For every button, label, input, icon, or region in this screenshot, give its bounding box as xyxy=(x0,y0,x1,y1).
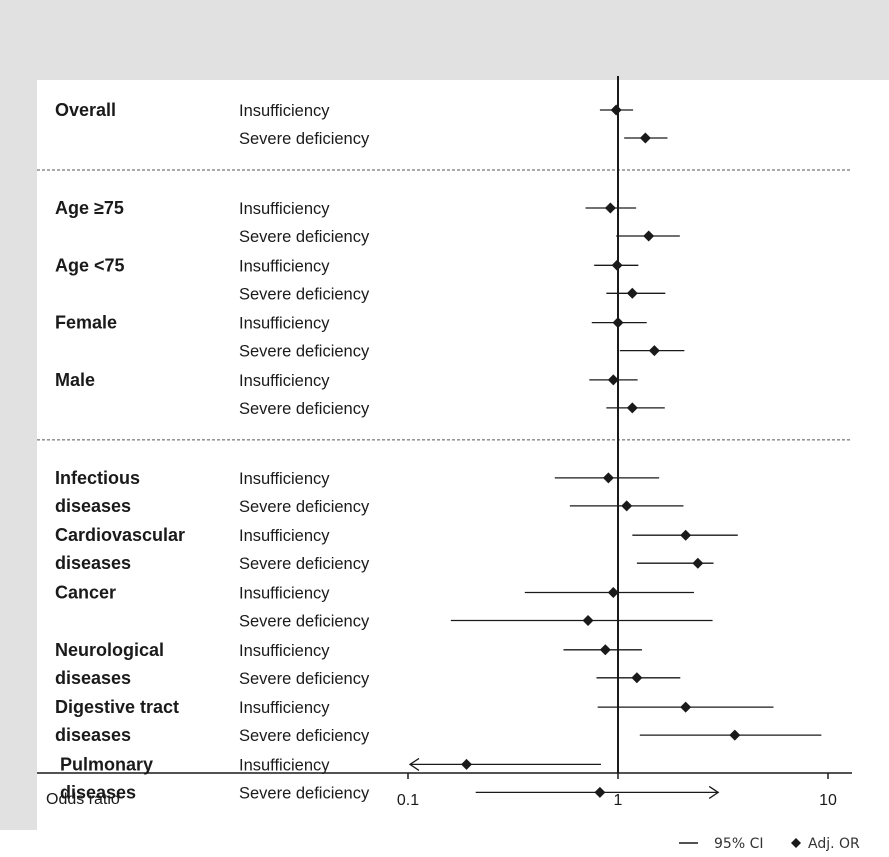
x-tick-label: 1 xyxy=(614,792,623,809)
level-label: Severe deficiency xyxy=(239,555,370,573)
level-label: Insufficiency xyxy=(239,200,330,218)
or-point xyxy=(582,615,594,626)
level-label: Insufficiency xyxy=(239,470,330,488)
level-label: Insufficiency xyxy=(239,102,330,120)
group-label: diseases xyxy=(55,725,131,745)
x-axis-title: Odds ratio xyxy=(46,791,120,808)
plot-panel xyxy=(37,80,889,830)
or-point xyxy=(631,672,643,684)
level-label: Insufficiency xyxy=(239,585,330,603)
or-point xyxy=(680,701,692,713)
group-label: Cancer xyxy=(55,583,116,603)
group-label: Digestive tract xyxy=(55,697,179,717)
or-point xyxy=(599,644,611,656)
or-point xyxy=(602,472,614,484)
group-label: Pulmonary xyxy=(60,754,153,774)
or-point xyxy=(607,374,619,386)
level-label: Insufficiency xyxy=(239,642,330,660)
level-label: Severe deficiency xyxy=(239,727,370,745)
level-label: Insufficiency xyxy=(239,315,330,333)
level-label: Insufficiency xyxy=(239,527,330,545)
plot-marks xyxy=(408,76,822,799)
group-label: Age ≥75 xyxy=(55,198,124,218)
group-label: Cardiovascular xyxy=(55,525,185,545)
level-label: Insufficiency xyxy=(239,372,330,390)
x-tick-label: 0.1 xyxy=(397,792,419,809)
row-labels: Overall Insufficiency Severe deficiency Age… xyxy=(55,100,370,802)
or-point xyxy=(611,259,623,271)
level-label: Severe deficiency xyxy=(239,228,370,246)
legend: 95% CI Adj. OR xyxy=(679,836,860,852)
level-label: Severe deficiency xyxy=(239,400,370,418)
level-label: Severe deficiency xyxy=(239,498,370,516)
or-point xyxy=(692,557,704,569)
or-point xyxy=(612,317,624,329)
level-label: Insufficiency xyxy=(239,257,330,275)
group-label: Neurological xyxy=(55,640,164,660)
level-label: Severe deficiency xyxy=(239,343,370,361)
level-label: Severe deficiency xyxy=(239,130,370,148)
group-label: Infectious xyxy=(55,468,140,488)
x-axis: 0.1 1 10 Odds ratio xyxy=(37,772,852,809)
legend-ci-label: 95% CI xyxy=(714,836,763,852)
group-label: Overall xyxy=(55,100,116,120)
ci-arrow-left xyxy=(408,757,420,771)
level-label: Insufficiency xyxy=(239,699,330,717)
legend-or-swatch xyxy=(791,838,801,848)
or-point xyxy=(626,287,638,299)
legend-or-label: Adj. OR xyxy=(808,836,860,852)
or-point xyxy=(461,758,473,770)
level-label: Insufficiency xyxy=(239,756,330,774)
group-label: Male xyxy=(55,370,95,390)
level-label: Severe deficiency xyxy=(239,784,370,802)
or-point xyxy=(643,230,655,242)
or-point xyxy=(626,402,638,414)
or-point xyxy=(607,587,619,598)
level-label: Severe deficiency xyxy=(239,285,370,303)
x-tick-label: 10 xyxy=(819,792,837,809)
or-point xyxy=(729,729,741,741)
group-label: Female xyxy=(55,313,117,333)
level-label: Severe deficiency xyxy=(239,613,370,631)
or-point xyxy=(639,132,651,144)
group-label: Age <75 xyxy=(55,255,125,275)
or-point xyxy=(610,104,622,116)
level-label: Severe deficiency xyxy=(239,670,370,688)
ci-arrow-right xyxy=(708,785,720,799)
or-point xyxy=(594,786,606,798)
group-label: diseases xyxy=(55,496,131,516)
group-label: diseases xyxy=(55,553,131,573)
or-point xyxy=(621,500,633,512)
group-label: diseases xyxy=(60,782,136,802)
group-label: diseases xyxy=(55,668,131,688)
section-separators xyxy=(37,169,852,441)
or-point xyxy=(648,345,660,357)
or-point xyxy=(604,202,616,214)
or-point xyxy=(680,529,692,541)
